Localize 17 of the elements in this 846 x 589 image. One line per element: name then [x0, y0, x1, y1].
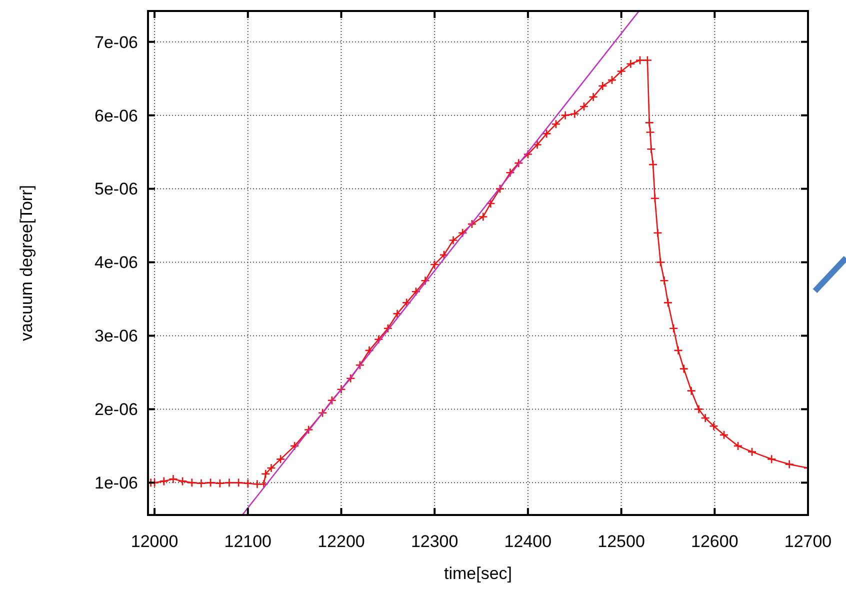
y-tick-label: 2e-06: [94, 400, 138, 420]
x-axis-title: time[sec]: [444, 564, 512, 583]
x-tick-label: 12400: [504, 532, 552, 551]
y-tick-label: 1e-06: [94, 474, 138, 493]
x-tick-label: 12500: [598, 532, 645, 551]
y-tick-label: 3e-06: [94, 326, 138, 346]
y-axis-title: vacuum degree[Torr]: [17, 185, 36, 341]
x-tick-label: 12300: [410, 532, 458, 551]
y-tick-label: 4e-06: [94, 253, 138, 272]
y-tick-label: 7e-06: [94, 32, 138, 52]
x-tick-label: 12100: [224, 532, 272, 551]
x-tick-label: 12000: [130, 532, 178, 551]
x-tick-label: 12600: [691, 532, 738, 551]
x-tick-label: 12200: [318, 532, 365, 551]
y-tick-label: 6e-06: [94, 106, 138, 126]
y-tick-label: 5e-06: [94, 180, 138, 199]
x-tick-label: 12700: [784, 532, 832, 551]
